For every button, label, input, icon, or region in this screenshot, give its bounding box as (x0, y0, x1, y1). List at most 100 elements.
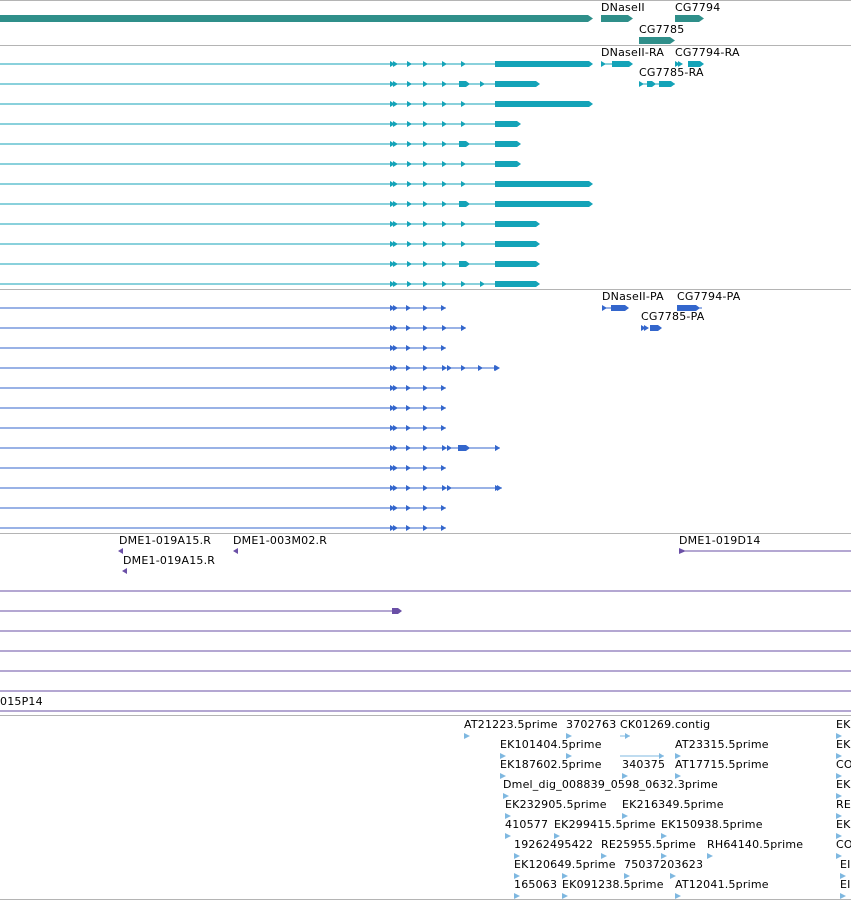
exon-arrow[interactable] (441, 465, 446, 471)
protein-label-cg7794-pa[interactable]: CG7794-PA (677, 290, 741, 303)
exon-arrow[interactable] (423, 485, 428, 491)
exon-arrow[interactable] (641, 325, 646, 331)
exon-arrow[interactable] (393, 365, 398, 371)
exon-arrow[interactable] (390, 241, 395, 247)
clone-dme1-019d14[interactable] (679, 548, 686, 554)
clone-label[interactable]: DME1-019A15.R (123, 554, 216, 567)
exon-arrow[interactable] (442, 281, 447, 287)
est-label[interactable]: RH64140.5prime (707, 838, 804, 851)
clone-label[interactable]: DME1-019A15.R (119, 534, 212, 547)
exon-arrow[interactable] (423, 465, 428, 471)
est-label[interactable]: 410577 (505, 818, 549, 831)
exon-arrow[interactable] (393, 81, 398, 87)
gene-label-dnaseii[interactable]: DNaseII (601, 1, 645, 14)
exon-arrow[interactable] (442, 101, 447, 107)
est-arrow[interactable] (554, 833, 560, 839)
exon-arrow[interactable] (461, 325, 466, 331)
exon-arrow[interactable] (390, 161, 395, 167)
exon-arrow[interactable] (407, 241, 412, 247)
exon-arrow[interactable] (423, 181, 428, 187)
est-arrow[interactable] (562, 893, 568, 899)
exon-arrow[interactable] (423, 101, 428, 107)
est-label[interactable]: 19262495422 (514, 838, 594, 851)
est-arrow[interactable] (670, 873, 676, 879)
exon-arrow[interactable] (423, 141, 428, 147)
est-label[interactable]: EK (836, 718, 851, 731)
exon-arrow[interactable] (393, 221, 398, 227)
est-label[interactable]: EK299415.5prime (554, 818, 656, 831)
est-label[interactable]: EK101404.5prime (500, 738, 602, 751)
exon-block[interactable] (495, 221, 540, 227)
exon-arrow[interactable] (406, 405, 411, 411)
exon-arrow[interactable] (423, 281, 428, 287)
exon-arrow[interactable] (447, 485, 452, 491)
clone-marker[interactable] (122, 568, 127, 574)
exon-arrow[interactable] (423, 525, 428, 531)
exon-arrow[interactable] (390, 61, 395, 67)
exon-block[interactable] (495, 261, 540, 267)
exon-arrow[interactable] (407, 281, 412, 287)
exon-arrow[interactable] (390, 445, 395, 451)
exon-arrow[interactable] (406, 505, 411, 511)
est-arrow[interactable] (464, 733, 470, 739)
exon-arrow[interactable] (390, 425, 395, 431)
exon-arrow[interactable] (441, 305, 446, 311)
clone-label[interactable]: 015P14 (0, 695, 43, 708)
exon-block[interactable] (650, 325, 662, 331)
est-label[interactable]: EK091238.5prime (562, 878, 664, 891)
exon-block[interactable] (459, 81, 470, 87)
exon-arrow[interactable] (393, 465, 398, 471)
exon-arrow[interactable] (602, 305, 607, 311)
gene-cg7794[interactable] (675, 15, 704, 22)
est-arrow[interactable] (836, 773, 842, 779)
exon-arrow[interactable] (406, 485, 411, 491)
exon-arrow[interactable] (393, 505, 398, 511)
exon-block[interactable] (495, 201, 593, 207)
gene-label-cg7785[interactable]: CG7785 (639, 23, 685, 36)
exon-arrow[interactable] (480, 281, 485, 287)
exon-block[interactable] (495, 81, 540, 87)
clone-label[interactable]: DME1-019D14 (679, 534, 761, 547)
est-arrow[interactable] (622, 773, 628, 779)
clone-label[interactable]: DME1-003M02.R (233, 534, 328, 547)
exon-arrow[interactable] (407, 261, 412, 267)
exon-arrow[interactable] (441, 425, 446, 431)
exon-arrow[interactable] (478, 365, 483, 371)
exon-arrow[interactable] (390, 505, 395, 511)
est-label[interactable]: EK (836, 738, 851, 751)
exon-block[interactable] (688, 61, 704, 67)
exon-arrow[interactable] (390, 261, 395, 267)
est-arrow[interactable] (500, 773, 506, 779)
exon-arrow[interactable] (423, 221, 428, 227)
exon-arrow[interactable] (461, 365, 466, 371)
exon-arrow[interactable] (393, 325, 398, 331)
exon-arrow[interactable] (461, 61, 466, 67)
est-arrow[interactable] (514, 893, 520, 899)
est-arrow[interactable] (624, 873, 630, 879)
exon-arrow[interactable] (442, 241, 447, 247)
exon-arrow[interactable] (390, 201, 395, 207)
est-label[interactable]: AT17715.5prime (675, 758, 769, 771)
est-arrow[interactable] (514, 853, 520, 859)
est-label[interactable]: EK (836, 818, 851, 831)
est-arrow[interactable] (836, 733, 842, 739)
exon-arrow[interactable] (495, 365, 500, 371)
exon-arrow[interactable] (390, 81, 395, 87)
exon-arrow[interactable] (423, 305, 428, 311)
exon-arrow[interactable] (393, 525, 398, 531)
exon-arrow[interactable] (442, 181, 447, 187)
exon-arrow[interactable] (393, 121, 398, 127)
exon-arrow[interactable] (442, 325, 447, 331)
est-label[interactable]: RE (836, 798, 851, 811)
exon-arrow[interactable] (495, 485, 500, 491)
gene-dnaseii[interactable] (601, 15, 633, 22)
exon-arrow[interactable] (390, 281, 395, 287)
est-label[interactable]: EI (840, 878, 851, 891)
est-arrow[interactable] (836, 753, 842, 759)
exon-arrow[interactable] (461, 121, 466, 127)
exon-arrow[interactable] (442, 81, 447, 87)
exon-arrow[interactable] (406, 365, 411, 371)
est-arrow[interactable] (601, 853, 607, 859)
est-arrow[interactable] (840, 873, 846, 879)
exon-arrow[interactable] (678, 61, 683, 67)
